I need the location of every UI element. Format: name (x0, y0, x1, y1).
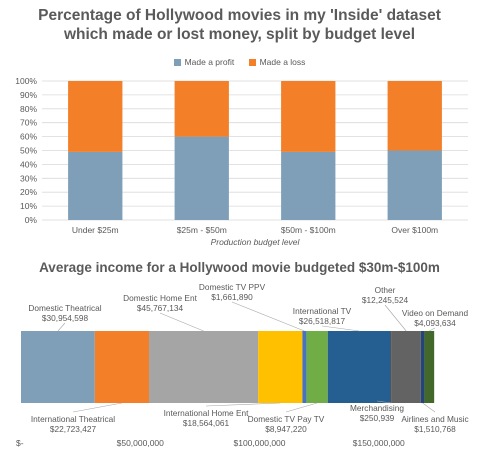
y-tick-label: 90% (20, 90, 37, 100)
bar-made-a-profit-under-25m (68, 151, 123, 220)
leader-line-international-tv (321, 325, 360, 332)
x-tick-label-income: $100,000,000 (234, 438, 286, 448)
segment-value-domestic-tv-ppv: $1,661,890 (211, 292, 253, 302)
legend-label-loss: Made a loss (259, 57, 306, 67)
bar-made-a-loss-under-25m (68, 81, 123, 152)
x-tick-label-income: $50,000,000 (117, 438, 165, 448)
bar-made-a-loss-50m-100m (281, 81, 336, 152)
segment-label-video-on-demand: Video on Demand (402, 308, 469, 318)
segment-label-international-tv: International TV (293, 306, 352, 316)
segment-label-domestic-tv-ppv: Domestic TV PPV (199, 282, 266, 292)
segment-domestic-theatrical (21, 331, 95, 403)
y-tick-label: 30% (20, 173, 37, 183)
y-tick-label: 0% (25, 215, 38, 225)
x-tick-label: $50m - $100m (281, 225, 336, 235)
segment-value-international-theatrical: $22,723,427 (50, 424, 97, 434)
leader-line-other (384, 304, 407, 332)
segment-value-airlines-and-music: $1,510,768 (414, 424, 456, 434)
segment-value-international-tv: $26,518,817 (299, 316, 346, 326)
y-tick-label: 80% (20, 104, 37, 114)
bar-made-a-loss-over-100m (387, 81, 442, 151)
leader-line-international-theatrical (72, 402, 122, 413)
segment-value-domestic-home-ent: $45,767,134 (137, 303, 184, 313)
chart-title-line-1: Percentage of Hollywood movies in my 'In… (38, 7, 441, 24)
y-tick-label: 20% (20, 187, 37, 197)
leader-line-domestic-tv-pay-tv (285, 402, 318, 413)
x-tick-label: Under $25m (72, 225, 119, 235)
segment-label-other: Other (375, 285, 396, 295)
leader-line-international-home-ent (205, 402, 281, 407)
chart-title-average-income: Average income for a Hollywood movie bud… (39, 260, 440, 275)
y-tick-label: 50% (20, 146, 37, 156)
segment-label-international-theatrical: International Theatrical (31, 414, 115, 424)
x-axis-title: Production budget level (211, 237, 301, 247)
segment-value-merchandising: $250,939 (360, 413, 395, 423)
segment-label-domestic-theatrical: Domestic Theatrical (28, 303, 101, 313)
y-tick-label: 40% (20, 159, 37, 169)
segment-label-domestic-home-ent: Domestic Home Ent (123, 293, 197, 303)
segment-domestic-tv-ppv (302, 331, 307, 403)
segment-label-international-home-ent: International Home Ent (164, 408, 250, 418)
x-tick-label: Over $100m (391, 225, 438, 235)
segment-value-other: $12,245,524 (362, 295, 409, 305)
segment-airlines-and-music (420, 331, 425, 403)
chart-title-line-2: which made or lost money, split by budge… (63, 26, 416, 43)
leader-line-domestic-theatrical (57, 322, 66, 332)
leader-line-domestic-tv-ppv (231, 301, 305, 332)
segment-international-home-ent (258, 331, 303, 403)
y-tick-label: 60% (20, 132, 37, 142)
segment-label-airlines-and-music: Airlines and Music (401, 414, 468, 424)
x-tick-label: $25m - $50m (177, 225, 227, 235)
y-tick-label: 70% (20, 118, 37, 128)
segment-domestic-tv-pay-tv (306, 331, 328, 403)
y-tick-label: 100% (15, 76, 37, 86)
bar-made-a-profit-over-100m (387, 150, 442, 220)
legend: Made a profit Made a loss (0, 57, 479, 68)
leader-line-airlines-and-music (422, 402, 436, 413)
segment-value-international-home-ent: $18,564,061 (183, 418, 230, 428)
chart-title-profit-loss: Percentage of Hollywood movies in my 'In… (0, 6, 479, 44)
segment-merchandising (391, 331, 392, 403)
bar-made-a-loss-25m-50m (174, 81, 229, 137)
legend-item-loss: Made a loss (248, 57, 306, 67)
segment-video-on-demand (424, 331, 435, 403)
segment-label-domestic-tv-pay-tv: Domestic TV Pay TV (248, 414, 325, 424)
segment-domestic-home-ent (149, 331, 259, 403)
segment-value-domestic-tv-pay-tv: $8,947,220 (265, 424, 307, 434)
y-tick-label: 10% (20, 201, 37, 211)
bar-made-a-profit-25m-50m (174, 136, 229, 220)
segment-value-domestic-theatrical: $30,954,598 (42, 313, 89, 323)
leader-line-video-on-demand (429, 327, 436, 332)
x-tick-label-income: $150,000,000 (353, 438, 405, 448)
bar-made-a-profit-50m-100m (281, 151, 336, 220)
segment-value-video-on-demand: $4,093,634 (414, 318, 456, 328)
segment-international-tv (327, 331, 392, 403)
leader-line-domestic-home-ent (159, 312, 204, 332)
segment-international-theatrical (94, 331, 150, 403)
leader-line-merchandising (376, 400, 392, 404)
legend-swatch-loss (248, 58, 256, 66)
x-tick-label-income: $- (16, 438, 24, 448)
legend-swatch-profit (173, 58, 181, 66)
segment-other (391, 331, 421, 403)
legend-label-profit: Made a profit (184, 57, 235, 67)
segment-label-merchandising: Merchandising (350, 403, 404, 413)
legend-item-profit: Made a profit (173, 57, 235, 67)
